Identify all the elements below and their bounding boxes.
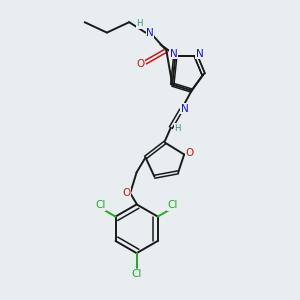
Text: N: N [170, 49, 178, 59]
Text: O: O [136, 59, 144, 69]
Text: N: N [146, 28, 154, 38]
Text: H: H [136, 19, 143, 28]
Text: O: O [122, 188, 130, 198]
Text: Cl: Cl [95, 200, 106, 210]
Text: O: O [185, 148, 194, 158]
Text: Cl: Cl [131, 269, 142, 279]
Text: N: N [196, 49, 203, 59]
Text: N: N [181, 104, 189, 114]
Text: H: H [174, 124, 181, 133]
Text: Cl: Cl [168, 200, 178, 210]
